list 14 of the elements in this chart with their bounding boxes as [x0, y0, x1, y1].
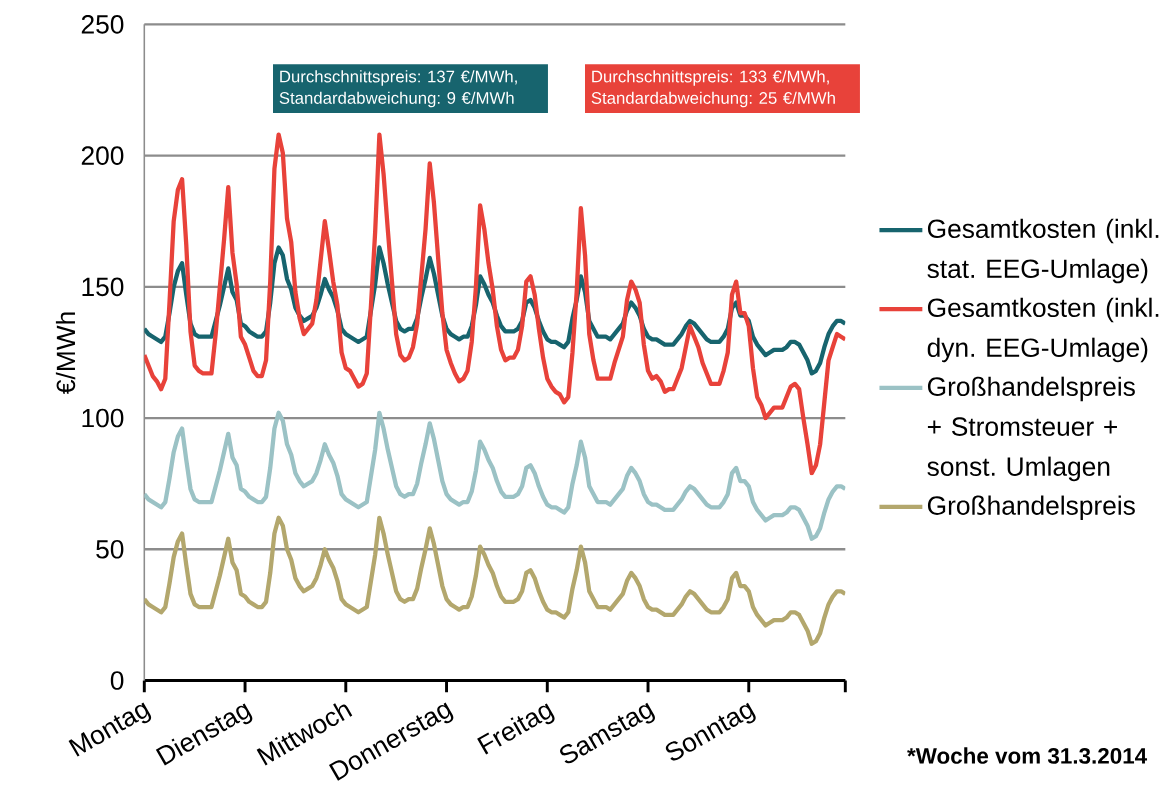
text: *Woche vom 31.3.2014	[907, 747, 1148, 764]
y-axis-title: €/MWh	[55, 312, 76, 395]
legend-label: Großhandelspreis	[927, 495, 1135, 521]
legend-label: Gesamtkosten (inkl. dyn. EEG-Umlage)	[927, 297, 1159, 363]
annotation: Durchschnittspreis: 137 €/MWh, Standardabweichung: 9 €/MWh	[279, 70, 517, 108]
y-tick-label: 0	[110, 671, 124, 690]
legend-label: Gesamtkosten (inkl. stat. EEG-Umlage)	[927, 218, 1159, 284]
annotation: Durchschnittspreis: 133 €/MWh, Standardabweichung: 25 €/MWh	[591, 70, 835, 108]
y-tick-label: 150	[82, 277, 124, 297]
y-tick-label: 250	[81, 15, 124, 34]
y-tick-label: 200	[81, 146, 124, 166]
y-tick-label: 100	[82, 408, 124, 428]
legend-label: Großhandelspreis + Stromsteuer + sonst. Umlagen	[927, 376, 1135, 482]
y-tick-label: 50	[96, 540, 124, 559]
